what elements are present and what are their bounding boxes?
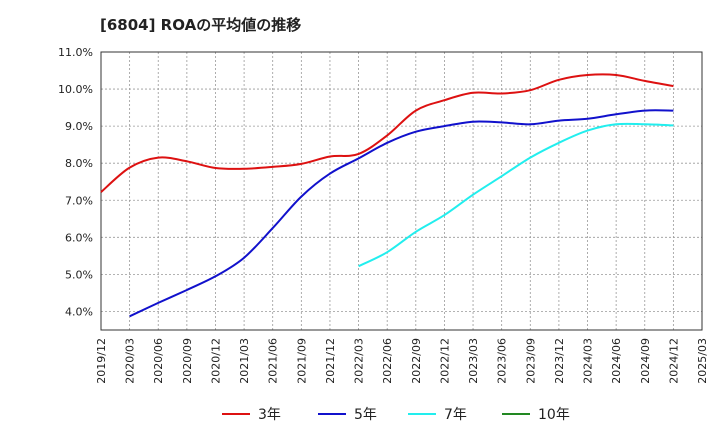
- x-tick-label: 2021/09: [295, 338, 308, 384]
- axes: 4.0% 5.0% 6.0% 7.0% 8.0% 9.0% 10.0% 11.0% 2019/1…: [58, 46, 709, 384]
- y-tick-label: 9.0%: [65, 120, 93, 133]
- y-tick-label: 6.0%: [65, 231, 93, 244]
- x-tick-label: 2019/12: [95, 338, 108, 384]
- legend: 3年 5年 7年 10年: [222, 407, 570, 423]
- y-tick-label: 8.0%: [65, 157, 93, 170]
- x-tick-label: 2025/03: [696, 338, 709, 384]
- x-tick-label: 2023/06: [496, 338, 509, 384]
- x-tick-label: 2021/06: [267, 338, 280, 384]
- legend-label: 7年: [444, 407, 467, 423]
- x-tick-label: 2022/03: [353, 338, 366, 384]
- series-lines: [100, 73, 674, 318]
- chart-title: [6804] ROAの平均値の推移: [100, 16, 302, 34]
- x-tick-label: 2023/12: [553, 338, 566, 384]
- legend-label: 5年: [354, 407, 377, 423]
- x-tick-label: 2024/09: [639, 338, 652, 384]
- x-tick-label: 2023/03: [467, 338, 480, 384]
- series-line-5年: [129, 109, 674, 318]
- x-tick-label: 2020/12: [209, 338, 222, 384]
- x-tick-label: 2024/12: [667, 338, 680, 384]
- y-tick-label: 7.0%: [65, 194, 93, 207]
- y-tick-label: 11.0%: [58, 46, 93, 59]
- x-tick-label: 2020/03: [124, 338, 137, 384]
- series-line-3年: [100, 73, 674, 193]
- legend-label: 10年: [538, 407, 570, 423]
- x-tick-label: 2020/09: [181, 338, 194, 384]
- series-line-7年: [358, 122, 674, 268]
- x-tick-label: 2022/09: [410, 338, 423, 384]
- y-tick-label: 4.0%: [65, 305, 93, 318]
- x-tick-label: 2021/03: [238, 338, 251, 384]
- y-tick-label: 5.0%: [65, 268, 93, 281]
- x-tick-label: 2020/06: [152, 338, 165, 384]
- legend-label: 3年: [258, 407, 281, 423]
- x-tick-label: 2021/12: [324, 338, 337, 384]
- x-tick-label: 2022/12: [438, 338, 451, 384]
- y-tick-label: 10.0%: [58, 83, 93, 96]
- x-tick-label: 2022/06: [381, 338, 394, 384]
- x-tick-label: 2024/03: [582, 338, 595, 384]
- x-tick-label: 2024/06: [610, 338, 623, 384]
- x-tick-label: 2023/09: [524, 338, 537, 384]
